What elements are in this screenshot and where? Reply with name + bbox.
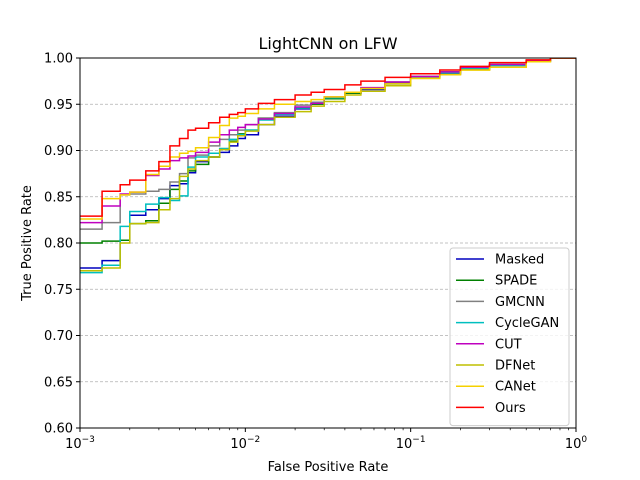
x-tick-base: 10 [396,437,413,452]
legend-label: CUT [495,337,522,352]
legend: Masked SPADE GMCNN CycleGAN CUT DFNet CANet Our… [449,247,570,427]
y-tick-label: 0.65 [44,375,73,390]
series-group [80,58,576,274]
x-axis-label: False Positive Rate [268,460,389,475]
x-tick-label: 10−1 [396,435,426,452]
series-line-ours [80,58,576,217]
y-tick-label: 0.95 [44,98,73,113]
legend-label: SPADE [495,274,537,289]
x-tick-base: 10 [65,437,82,452]
y-tick-label: 1.00 [44,52,73,67]
x-tick-label: 10−2 [230,435,260,452]
x-tick-base: 10 [230,437,247,452]
x-tick-exponent: −3 [82,435,95,445]
legend-label: GMCNN [495,295,545,310]
legend-label: Masked [495,253,544,268]
y-tick-label: 0.85 [44,190,73,205]
y-tick-label: 0.60 [44,422,73,437]
y-tick-label: 0.80 [44,237,73,252]
y-tick-label: 0.75 [44,283,73,298]
y-tick-label: 0.90 [44,144,73,159]
legend-label: CycleGAN [495,316,559,331]
legend-label: CANet [495,380,536,395]
legend-label: Ours [495,401,526,416]
x-tick-exponent: −2 [247,435,260,445]
axis-ticks: 0.600.650.700.750.800.850.900.951.0010−3… [44,52,587,453]
legend-box [449,247,570,427]
chart-title: LightCNN on LFW [258,34,397,53]
x-tick-label: 100 [565,435,588,452]
x-tick-label: 10−3 [65,435,95,452]
legend-label: DFNet [495,359,535,374]
y-axis-label: True Positive Rate [20,185,35,302]
x-tick-base: 10 [565,437,582,452]
x-tick-exponent: −1 [412,435,425,445]
y-tick-label: 0.70 [44,329,73,344]
x-tick-exponent: 0 [581,435,587,445]
